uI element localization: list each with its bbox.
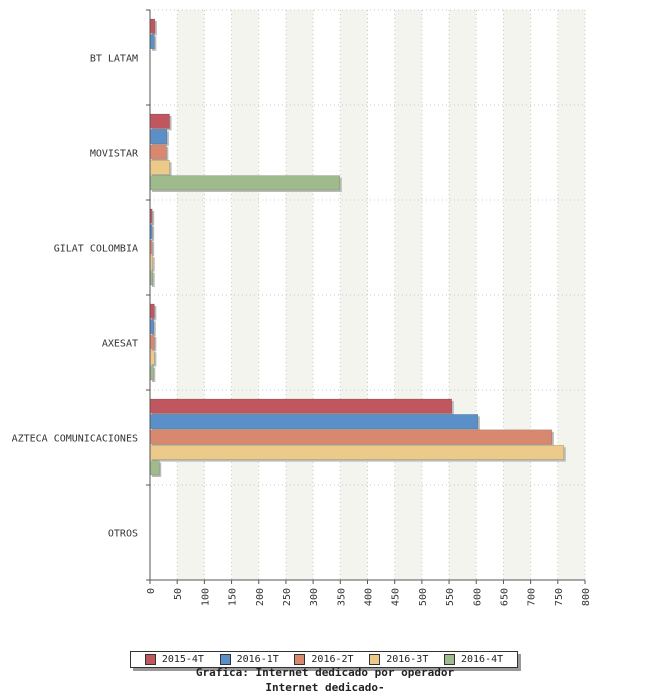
- bar-1-2: [149, 144, 167, 160]
- bar-4-2: [149, 429, 553, 445]
- bar-shadow: [152, 367, 156, 382]
- x-tick-label-15: 750: [554, 588, 565, 606]
- legend-label-2: 2016-2T: [311, 654, 354, 665]
- bar-shadow: [152, 272, 155, 287]
- bar-shadow: [152, 321, 156, 336]
- legend-label-1: 2016-1T: [236, 654, 279, 665]
- bar-shadow: [152, 257, 155, 272]
- x-tick-label-12: 600: [472, 588, 483, 606]
- x-tick-label-10: 500: [418, 588, 429, 606]
- legend-swatch-4: [444, 654, 455, 665]
- legend-label-4: 2016-4T: [461, 654, 504, 665]
- x-tick-label-1: 50: [173, 588, 184, 600]
- x-tick-label-13: 650: [499, 588, 510, 606]
- x-tick-label-3: 150: [228, 588, 239, 606]
- bar-4-4: [149, 460, 160, 476]
- category-label-3: AXESAT: [102, 339, 138, 350]
- legend-item-3: 2016-3T: [369, 654, 428, 665]
- x-tick-label-5: 250: [282, 588, 293, 606]
- legend-label-0: 2015-4T: [161, 654, 204, 665]
- category-label-1: MOVISTAR: [90, 149, 139, 160]
- category-labels: BT LATAM MOVISTAR GILAT COLOMBIA AXESAT AZTE…: [12, 54, 139, 540]
- x-tick-label-0: 0: [146, 588, 157, 594]
- chart-title: Grafica: Internet dedicado por operador: [195, 666, 455, 679]
- bar-1-3: [149, 159, 170, 175]
- legend-item-1: 2016-1T: [219, 654, 279, 665]
- bar-0-0: [149, 18, 156, 34]
- legend-swatch-2: [294, 654, 306, 665]
- bar-4-1: [149, 414, 479, 430]
- axes: [146, 9, 586, 584]
- legend-swatch-0: [144, 654, 156, 665]
- bar-4-3: [149, 444, 565, 460]
- x-tick-label-6: 300: [309, 588, 320, 606]
- category-label-4: AZTECA COMUNICACIONES: [12, 434, 138, 445]
- bar-3-3: [149, 349, 155, 365]
- x-tick-label-7: 350: [336, 588, 347, 606]
- bar-1-1: [149, 129, 168, 145]
- legend-label-3: 2016-3T: [386, 654, 429, 665]
- x-tick-label-16: 800: [581, 588, 592, 606]
- bars: [149, 18, 566, 477]
- bar-shadow: [152, 241, 155, 257]
- legend-swatch-3: [369, 654, 381, 665]
- bar-1-0: [149, 113, 170, 129]
- bar-1-4: [149, 175, 341, 191]
- category-label-0: BT LATAM: [90, 54, 138, 65]
- legend-swatch-1: [219, 654, 231, 665]
- bar-chart: BT LATAM MOVISTAR GILAT COLOMBIA AXESAT AZTE…: [12, 9, 592, 606]
- bar-3-2: [149, 334, 155, 350]
- grid-stripe: [557, 10, 585, 580]
- legend-item-2: 2016-2T: [294, 654, 354, 665]
- tick-labels: 0 50 100 150 200 250 300 350 400 450 500 550 600 650 7…: [146, 588, 592, 606]
- x-tick-label-2: 100: [200, 588, 211, 606]
- bar-4-0: [149, 398, 453, 414]
- x-tick-label-4: 200: [255, 588, 266, 606]
- legend-item-0: 2015-4T: [144, 654, 204, 665]
- bar-3-1: [149, 319, 155, 335]
- category-label-2: GILAT COLOMBIA: [54, 244, 138, 255]
- x-tick-label-9: 450: [391, 588, 402, 606]
- legend-item-4: 2016-4T: [444, 654, 503, 665]
- bar-shadow: [152, 226, 155, 241]
- legend: 2015-4T 2016-1T 2016-2T 2016-3T 2016-4T: [130, 651, 518, 668]
- bar-0-1: [149, 34, 155, 50]
- category-label-5: OTROS: [108, 529, 138, 540]
- bar-shadow: [152, 211, 155, 226]
- grid-stripe: [394, 10, 422, 580]
- chart-subtitle: Internet dedicado-: [265, 681, 385, 694]
- grid-stripe: [340, 10, 368, 580]
- x-tick-label-14: 700: [527, 588, 538, 606]
- x-tick-label-11: 550: [445, 588, 456, 606]
- bar-3-0: [149, 303, 155, 319]
- x-tick-label-8: 400: [364, 588, 375, 606]
- grid: [150, 9, 586, 581]
